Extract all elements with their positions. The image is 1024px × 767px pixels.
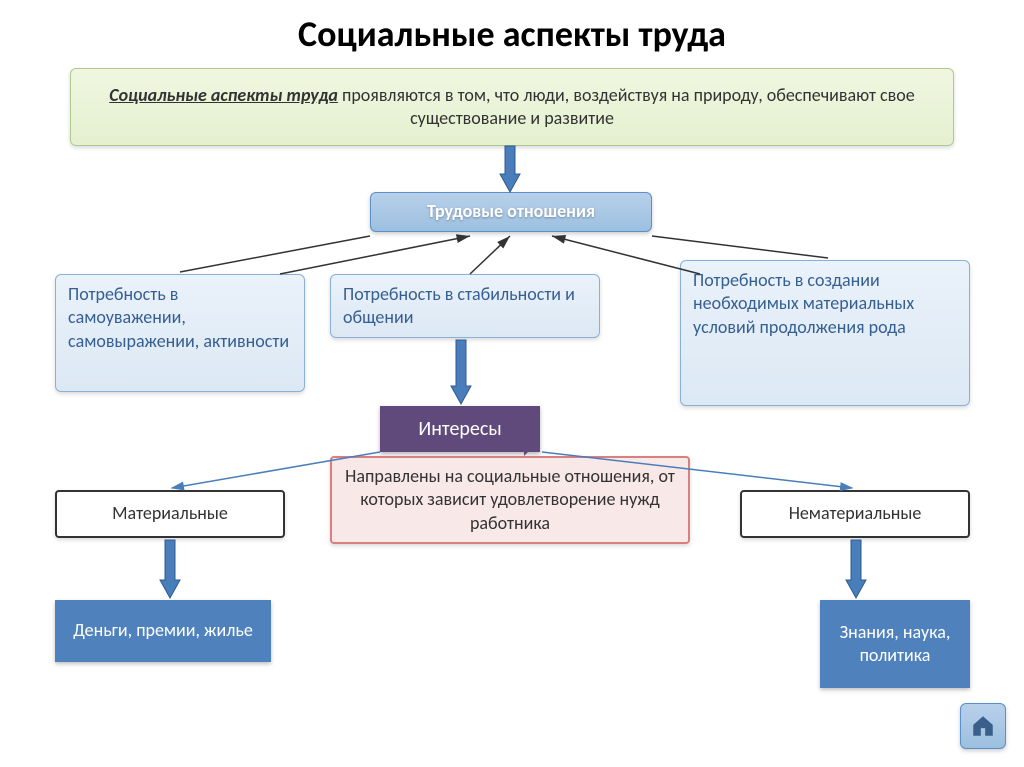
knowledge-corner (954, 672, 970, 688)
home-icon[interactable] (960, 703, 1006, 749)
labor-relations-node: Трудовые отношения (370, 192, 652, 232)
intro-bold: Социальные аспекты труда (109, 84, 338, 106)
page-title: Социальные аспекты труда (0, 0, 1024, 56)
need-material-conditions: Потребность в создании необходимых матер… (680, 260, 970, 406)
need-stability: Потребность в стабильности и общении (330, 274, 600, 338)
need-self-respect: Потребность в самоуважении, самовыражени… (55, 274, 305, 392)
interests-corner (524, 440, 540, 456)
money-corner (255, 646, 271, 662)
material-node: Материальные (55, 490, 285, 538)
knowledge-node: Знания, наука, политика (820, 600, 970, 688)
interests-description: Направлены на социальные отношения, от к… (330, 456, 690, 544)
money-node: Деньги, премии, жилье (55, 600, 271, 662)
intro-definition: Социальные аспекты труда проявляются в т… (70, 68, 954, 146)
interests-node: Интересы (380, 406, 540, 452)
nonmaterial-node: Нематериальные (740, 490, 970, 538)
intro-rest: проявляются в том, что люди, воздействуя… (338, 84, 915, 129)
